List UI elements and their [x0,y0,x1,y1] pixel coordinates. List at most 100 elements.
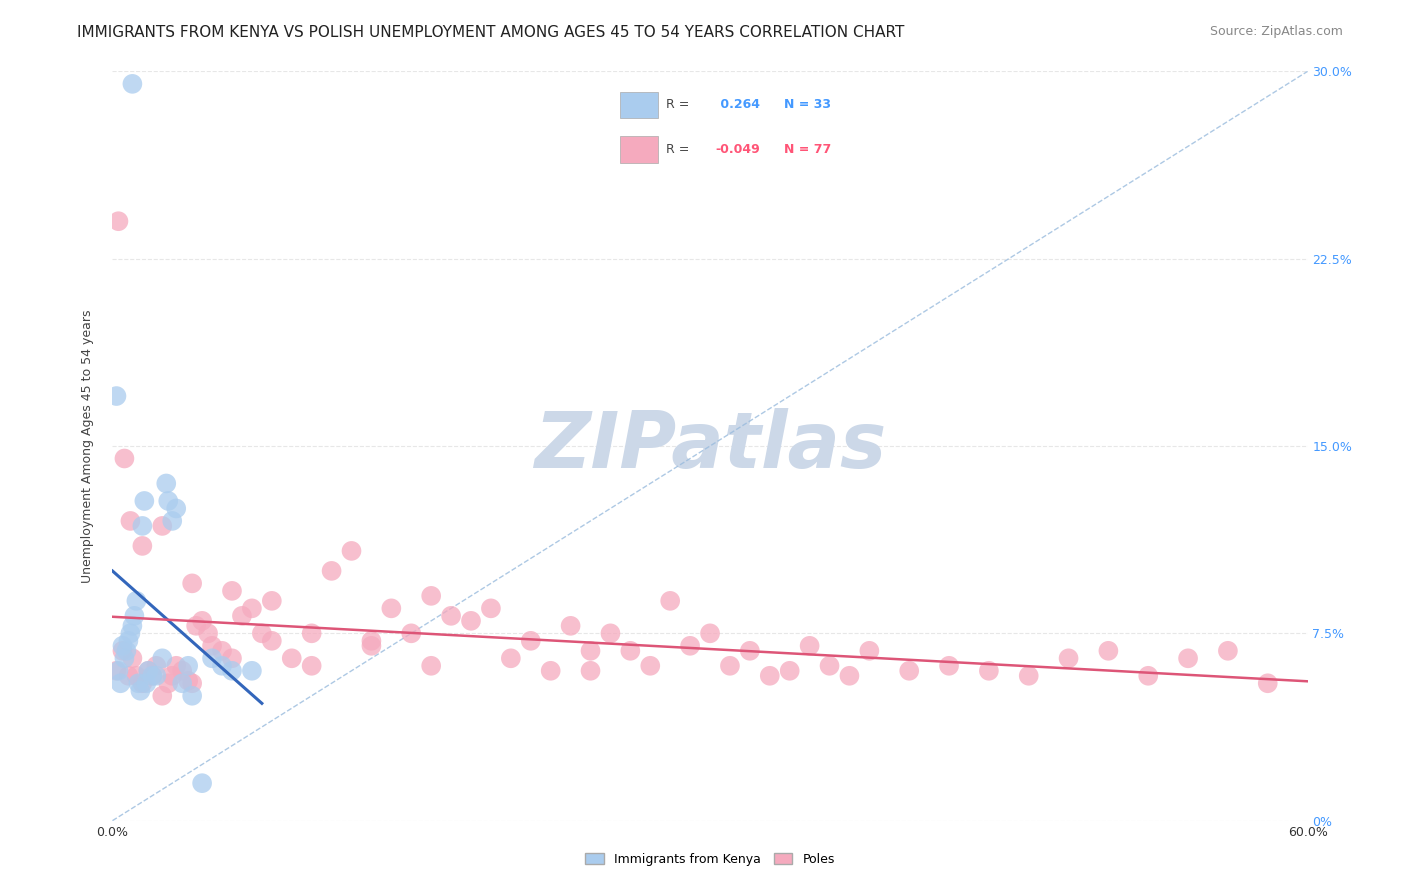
Point [1097,644,1119,658]
Point [211,644,233,658]
Point [150,519,173,533]
Point [401,626,423,640]
Point [221,583,243,598]
Point [157,676,180,690]
Point [141,669,163,683]
Point [579,664,602,678]
Point [125,669,148,683]
Point [738,644,761,658]
Point [221,651,243,665]
Point [107,664,129,678]
Point [659,594,682,608]
Point [1018,669,1040,683]
Point [131,539,153,553]
Point [115,644,138,658]
Point [162,514,183,528]
Point [141,669,163,683]
Point [120,626,142,640]
Point [131,519,153,533]
Point [117,633,139,648]
Text: 0.264: 0.264 [716,98,759,112]
Point [201,639,224,653]
Point [818,658,841,673]
Point [281,651,304,665]
Point [121,77,143,91]
Bar [620,92,658,118]
Text: N = 77: N = 77 [785,143,831,156]
Point [211,658,233,673]
Point [181,676,204,690]
Text: Source: ZipAtlas.com: Source: ZipAtlas.com [1209,25,1343,38]
Point [420,589,443,603]
Point [172,664,194,678]
Point [1216,644,1239,658]
Point [301,626,323,640]
Point [172,676,194,690]
Point [1057,651,1080,665]
Point [779,664,801,678]
Point [240,601,263,615]
Point [117,669,139,683]
Point [165,658,187,673]
Point [250,626,273,640]
Point [540,664,562,678]
Point [499,651,522,665]
Point [380,601,402,615]
Text: -0.049: -0.049 [716,143,761,156]
Point [105,389,128,403]
Point [127,676,149,690]
Point [150,651,173,665]
Text: IMMIGRANTS FROM KENYA VS POLISH UNEMPLOYMENT AMONG AGES 45 TO 54 YEARS CORRELATI: IMMIGRANTS FROM KENYA VS POLISH UNEMPLOY… [77,25,904,40]
Point [1257,676,1279,690]
Point [479,601,502,615]
Text: ZIPatlas: ZIPatlas [534,408,886,484]
Point [114,451,135,466]
Point [131,676,153,690]
Legend: Immigrants from Kenya, Poles: Immigrants from Kenya, Poles [581,847,839,871]
Point [619,644,641,658]
Point [240,664,263,678]
Point [125,594,148,608]
Point [124,608,146,623]
Point [181,689,204,703]
Point [181,576,204,591]
Point [120,514,142,528]
Point [138,664,160,678]
Point [121,619,143,633]
Point [114,651,135,665]
Y-axis label: Unemployment Among Ages 45 to 54 years: Unemployment Among Ages 45 to 54 years [80,310,94,582]
Text: R =: R = [666,143,693,156]
Point [111,639,134,653]
Point [838,669,860,683]
Point [301,658,323,673]
Point [121,651,143,665]
Point [938,658,960,673]
Point [165,501,187,516]
Point [110,676,132,690]
Point [134,494,156,508]
Point [157,494,180,508]
Point [129,683,152,698]
Point [340,544,363,558]
Point [201,651,224,665]
Point [138,664,160,678]
Point [440,608,463,623]
Point [197,626,219,640]
Point [599,626,621,640]
Point [360,633,382,648]
Point [231,608,253,623]
Point [177,673,200,688]
Text: N = 33: N = 33 [785,98,831,112]
Point [579,644,602,658]
Point [679,639,702,653]
Point [321,564,343,578]
Point [111,644,134,658]
Point [1177,651,1199,665]
Point [135,676,157,690]
Point [260,594,283,608]
Point [260,633,283,648]
Point [420,658,443,673]
Point [799,639,821,653]
Point [155,476,177,491]
Point [858,644,880,658]
